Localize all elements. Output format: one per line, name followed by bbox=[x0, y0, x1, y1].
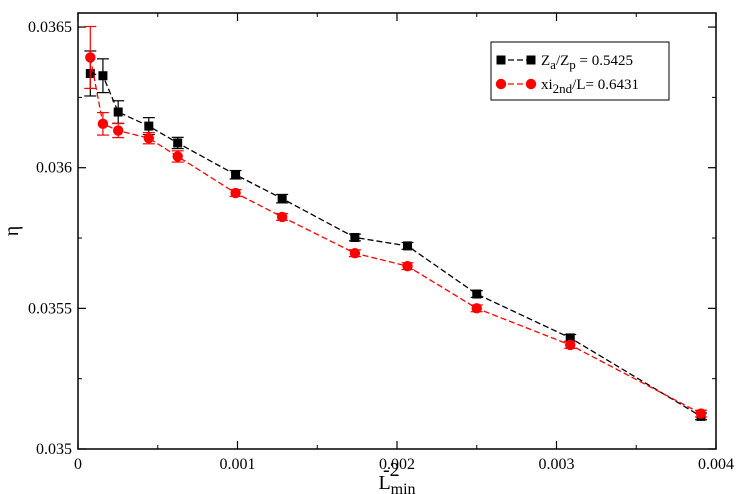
data-point-square bbox=[403, 241, 413, 251]
y-tick-label: 0.0355 bbox=[28, 300, 72, 317]
legend-marker bbox=[495, 78, 507, 90]
data-point-square bbox=[173, 138, 183, 148]
data-point-square bbox=[350, 232, 360, 242]
plot-frame bbox=[77, 12, 717, 450]
data-point-square bbox=[98, 71, 108, 81]
data-point-circle bbox=[695, 408, 707, 419]
x-tick-label: 0.001 bbox=[220, 456, 256, 473]
data-point-circle bbox=[565, 339, 576, 351]
data-point-square bbox=[231, 170, 241, 180]
series-line bbox=[90, 72, 702, 417]
series-1 bbox=[84, 25, 708, 419]
legend-box bbox=[490, 41, 670, 101]
series-layer bbox=[84, 25, 708, 421]
data-point-square bbox=[277, 194, 287, 204]
data-point-circle bbox=[349, 248, 361, 259]
legend-label-part: = 0.5425 bbox=[576, 53, 633, 69]
data-point-circle bbox=[112, 125, 124, 136]
data-point-square bbox=[144, 121, 154, 131]
legend-marker bbox=[525, 78, 537, 90]
legend-entry-0: Za/Zp = 0.5425 bbox=[496, 53, 633, 72]
ticks-layer: 0 0.001 0.002 0.003 0.004 0.035 0.0355 0.036 0.0… bbox=[28, 13, 734, 473]
legend-label-part: /L= 0.6431 bbox=[572, 77, 639, 93]
x-axis-label-superscript: -2 bbox=[383, 459, 400, 481]
data-point-circle bbox=[402, 260, 413, 272]
x-tick-label: 0 bbox=[74, 456, 82, 473]
legend-label-subscript: 2nd bbox=[553, 81, 573, 96]
y-tick-label: 0.0365 bbox=[28, 19, 72, 36]
x-tick-label: 0.002 bbox=[379, 456, 415, 473]
data-point-circle bbox=[143, 132, 155, 144]
series-0 bbox=[84, 50, 708, 421]
legend-label-part: xi bbox=[541, 77, 553, 93]
data-point-circle bbox=[471, 303, 482, 314]
data-point-circle bbox=[172, 151, 183, 162]
legend: Za/Zp = 0.5425 xi2nd/L= 0.6431 bbox=[490, 41, 670, 101]
x-tick-label: 0.004 bbox=[698, 456, 734, 473]
series-line bbox=[89, 57, 702, 415]
y-tick-label: 0.036 bbox=[36, 160, 72, 177]
x-axis-label-subscript: min bbox=[391, 481, 416, 494]
legend-label-subscript: p bbox=[569, 57, 576, 72]
y-tick-label: 0.035 bbox=[36, 441, 72, 458]
x-axis-label-base: L bbox=[378, 472, 390, 494]
data-point-square bbox=[472, 289, 482, 299]
legend-label-part: /Z bbox=[556, 53, 569, 69]
legend-entry-1: xi2nd/L= 0.6431 bbox=[495, 77, 639, 96]
legend-marker bbox=[526, 55, 536, 65]
data-point-square bbox=[565, 333, 575, 343]
legend-label-part: Z bbox=[541, 53, 550, 69]
x-axis-label: Lmin bbox=[378, 472, 415, 494]
data-point-circle bbox=[276, 211, 288, 223]
y-axis-label: η bbox=[1, 226, 23, 236]
legend-label: Za/Zp = 0.5425 bbox=[541, 53, 633, 72]
data-point-circle bbox=[230, 187, 241, 199]
legend-label-subscript: a bbox=[550, 57, 556, 72]
legend-marker bbox=[496, 55, 506, 65]
data-point-circle bbox=[97, 118, 109, 130]
data-point-square bbox=[113, 107, 123, 117]
x-tick-label: 0.003 bbox=[539, 456, 575, 473]
legend-label: xi2nd/L= 0.6431 bbox=[541, 77, 639, 96]
data-point-circle bbox=[85, 52, 96, 63]
